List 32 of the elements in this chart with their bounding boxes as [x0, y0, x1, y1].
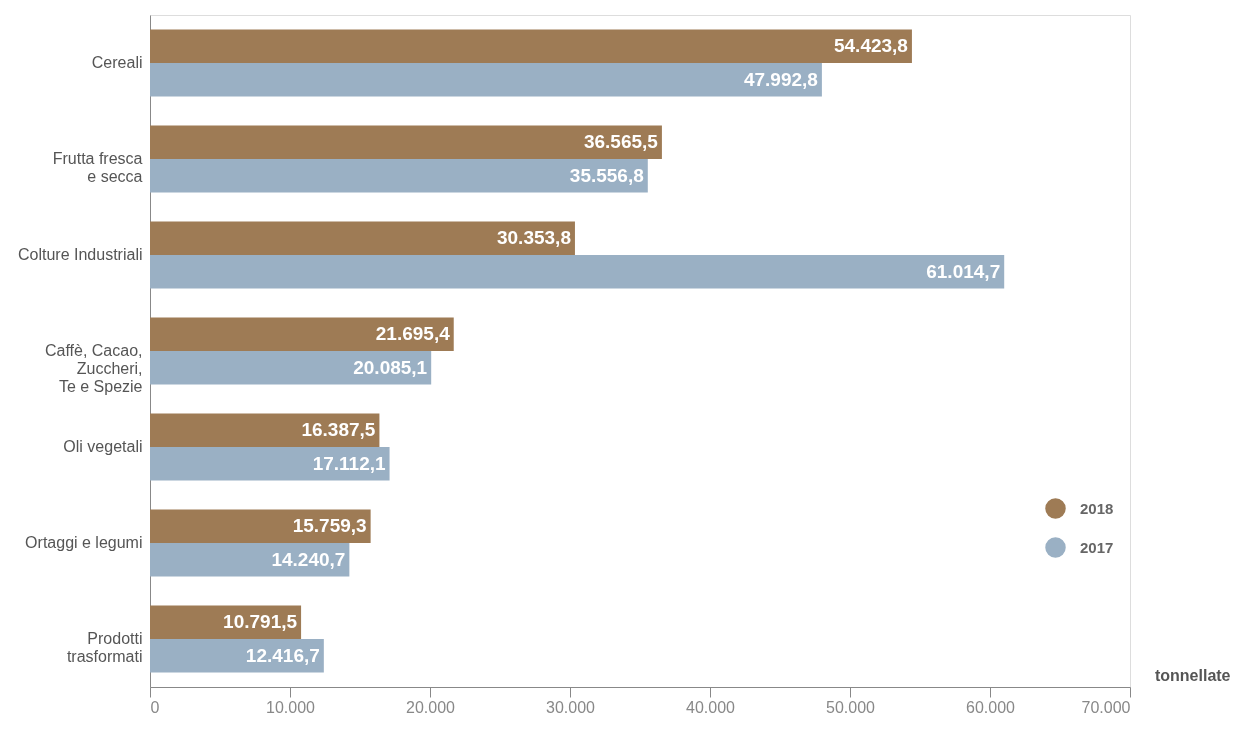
- x-tick-label: 0: [150, 698, 160, 716]
- data-label: 36.565,5: [583, 131, 659, 153]
- data-label: 54.423,8: [833, 35, 908, 57]
- x-tick-label: 50.000: [826, 698, 876, 716]
- data-label: 14.240,7: [271, 548, 346, 570]
- x-axis-title: tonnellate: [1154, 666, 1231, 684]
- data-label: 17.112,1: [312, 452, 386, 474]
- data-label: 47.992,8: [743, 68, 818, 90]
- y-tick-label: Oli vegetali: [63, 438, 143, 455]
- data-label: 10.791,5: [223, 611, 298, 633]
- x-tick-label: 30.000: [546, 698, 596, 716]
- data-label: 30.353,8: [496, 227, 571, 249]
- x-tick-label: 40.000: [686, 698, 736, 716]
- y-tick-label: Prodotti trasformati: [66, 630, 143, 665]
- x-tick-label: 60.000: [966, 698, 1016, 716]
- legend-label: 2017: [1080, 538, 1114, 556]
- data-label: 20.085,1: [353, 356, 428, 378]
- y-tick-label: Frutta fresca e secca: [52, 150, 143, 185]
- y-tick-label: Colture Industriali: [18, 246, 143, 263]
- data-label: 12.416,7: [245, 644, 320, 666]
- x-tick-label: 20.000: [406, 698, 456, 716]
- legend-label: 2018: [1080, 499, 1114, 517]
- x-tick-label: 70.000: [1081, 698, 1131, 716]
- data-label: 21.695,4: [375, 323, 451, 345]
- y-tick-label: Ortaggi e legumi: [25, 534, 143, 551]
- data-label: 35.556,8: [569, 164, 644, 186]
- y-tick-label: Caffè, Cacao, Zuccheri, Te e Spezie: [44, 342, 143, 395]
- y-tick-label: Cereali: [91, 54, 143, 71]
- data-label: 16.387,5: [301, 419, 376, 441]
- x-tick-label: 10.000: [266, 698, 316, 716]
- data-label: 61.014,7: [926, 260, 1001, 282]
- data-label: 15.759,3: [292, 515, 367, 537]
